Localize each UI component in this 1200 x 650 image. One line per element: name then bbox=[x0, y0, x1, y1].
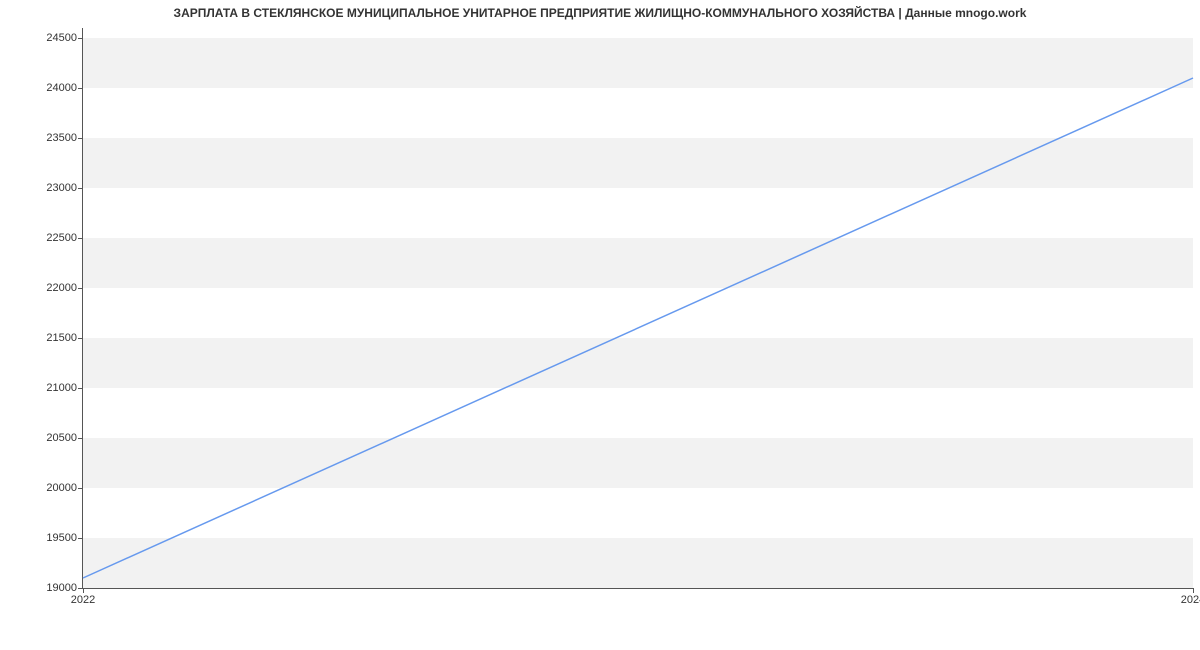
y-tick-mark bbox=[78, 488, 83, 489]
y-tick-mark bbox=[78, 338, 83, 339]
y-tick-mark bbox=[78, 538, 83, 539]
chart-title: ЗАРПЛАТА В СТЕКЛЯНСКОЕ МУНИЦИПАЛЬНОЕ УНИ… bbox=[0, 6, 1200, 20]
x-tick-mark bbox=[1193, 588, 1194, 593]
y-tick-mark bbox=[78, 88, 83, 89]
y-tick-mark bbox=[78, 288, 83, 289]
y-tick-mark bbox=[78, 438, 83, 439]
x-tick-label: 2024 bbox=[1181, 588, 1200, 606]
y-tick-mark bbox=[78, 388, 83, 389]
y-tick-mark bbox=[78, 238, 83, 239]
y-tick-mark bbox=[78, 38, 83, 39]
x-tick-mark bbox=[83, 588, 84, 593]
y-tick-mark bbox=[78, 138, 83, 139]
y-tick-mark bbox=[78, 188, 83, 189]
line-series-svg bbox=[83, 28, 1193, 588]
salary-line-chart: ЗАРПЛАТА В СТЕКЛЯНСКОЕ МУНИЦИПАЛЬНОЕ УНИ… bbox=[0, 0, 1200, 650]
plot-area: 1900019500200002050021000215002200022500… bbox=[82, 28, 1193, 589]
series-line bbox=[83, 78, 1193, 578]
